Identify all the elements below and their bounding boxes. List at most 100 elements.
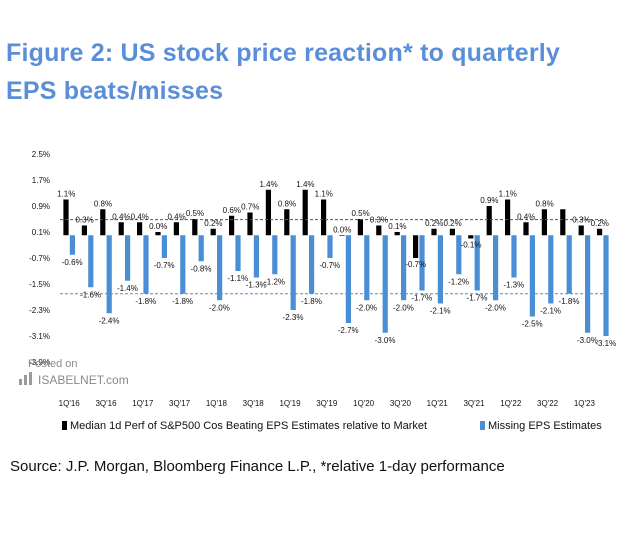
y-tick-label: -3.1% — [29, 332, 50, 341]
beat-data-label: 0.2% — [425, 219, 443, 228]
beat-data-label: 0.2% — [443, 219, 461, 228]
beat-data-label: 0.3% — [370, 216, 388, 225]
source-note: Source: J.P. Morgan, Bloomberg Finance L… — [10, 458, 505, 475]
legend-swatch-beat — [62, 421, 67, 430]
miss-data-label: -0.7% — [319, 261, 340, 270]
miss-data-label: -0.8% — [191, 264, 212, 273]
beat-data-label: 0.8% — [94, 199, 112, 208]
x-tick-label: 1Q'19 — [279, 399, 301, 408]
beat-bar — [468, 235, 474, 239]
legend-label-beat: Median 1d Perf of S&P500 Cos Beating EPS… — [70, 420, 427, 432]
y-tick-label: -3.9% — [29, 358, 50, 367]
beat-data-label: 1.1% — [499, 190, 517, 199]
beat-data-label: 0.0% — [333, 225, 351, 234]
beat-bar — [100, 209, 106, 236]
miss-data-label: -1.1% — [227, 274, 248, 283]
miss-bar — [235, 235, 241, 271]
miss-bar — [69, 235, 75, 255]
y-tick-label: -2.3% — [29, 306, 50, 315]
y-tick-label: 0.1% — [32, 228, 50, 237]
miss-data-label: -1.3% — [246, 281, 267, 290]
beat-bar — [192, 219, 198, 236]
miss-data-label: -2.1% — [430, 307, 451, 316]
title-line-2: EPS beats/misses — [6, 77, 224, 105]
beat-data-label: 0.9% — [480, 196, 498, 205]
beat-data-label: 0.0% — [149, 222, 167, 231]
beat-data-label: 0.4% — [112, 212, 130, 221]
miss-data-label: -0.7% — [154, 261, 175, 270]
y-tick-label: -0.7% — [29, 254, 50, 263]
miss-bar — [382, 235, 388, 333]
miss-bar — [474, 235, 480, 291]
beat-bar — [486, 206, 492, 236]
x-tick-label: 3Q'20 — [390, 399, 412, 408]
beat-bar — [431, 228, 437, 236]
legend-swatch-miss — [480, 421, 485, 430]
beat-bar — [265, 189, 271, 236]
beat-bar — [413, 235, 419, 258]
miss-bar — [272, 235, 278, 275]
miss-bar — [511, 235, 517, 278]
miss-bar — [180, 235, 186, 294]
beat-bar — [229, 215, 235, 236]
miss-bar — [364, 235, 370, 301]
beat-data-label: -0.1% — [461, 241, 482, 250]
beat-data-label: 0.3% — [572, 216, 590, 225]
beat-bar — [173, 222, 179, 236]
miss-data-label: -2.0% — [485, 303, 506, 312]
beat-data-label: 0.2% — [204, 219, 222, 228]
bar-chart: 2.5% 1.7% 0.9% 0.1% -0.7% -1.5% -2.3% -3.1% -3.9… — [29, 150, 616, 432]
miss-data-label: -1.4% — [117, 284, 138, 293]
miss-data-label: -1.2% — [448, 277, 469, 286]
beat-bar — [523, 222, 529, 236]
x-tick-label: 3Q'22 — [537, 399, 559, 408]
watermark: Posted on ISABELNET.com — [18, 358, 158, 392]
miss-bar — [327, 235, 333, 258]
miss-data-label: -1.8% — [559, 297, 580, 306]
miss-data-label: -3.1% — [595, 339, 616, 348]
miss-data-label: -3.0% — [375, 336, 396, 345]
miss-data-label: -1.8% — [301, 297, 322, 306]
beat-data-label: 1.4% — [296, 180, 314, 189]
miss-bar — [345, 235, 351, 323]
x-tick-label: 1Q'21 — [427, 399, 449, 408]
beat-bar — [118, 222, 124, 236]
beat-data-label: 0.8% — [535, 199, 553, 208]
watermark-posted: Posted on — [28, 358, 78, 370]
beat-data-label: 0.8% — [278, 199, 296, 208]
beat-bar — [81, 225, 87, 236]
x-tick-label: 1Q'17 — [132, 399, 154, 408]
beat-bar — [449, 228, 455, 236]
beat-bar — [541, 209, 547, 236]
x-tick-label: 3Q'19 — [316, 399, 338, 408]
miss-bar — [585, 235, 591, 333]
miss-data-label: -1.7% — [411, 294, 432, 303]
x-tick-label: 3Q'16 — [95, 399, 117, 408]
title-line-1: Figure 2: US stock price reaction* to qu… — [6, 39, 560, 67]
beat-data-label: 0.4% — [167, 212, 185, 221]
bar-chart-icon — [19, 372, 32, 385]
miss-data-label: -1.8% — [172, 297, 193, 306]
miss-bar — [437, 235, 443, 304]
beat-data-label: 0.6% — [223, 206, 241, 215]
miss-bar — [529, 235, 535, 317]
miss-data-label: -2.1% — [540, 307, 561, 316]
miss-bar — [419, 235, 425, 291]
beat-data-label: 0.3% — [75, 216, 93, 225]
miss-bar — [106, 235, 112, 314]
x-tick-label: 1Q'18 — [206, 399, 228, 408]
beat-bar — [578, 225, 584, 236]
beat-data-label: 0.5% — [186, 209, 204, 218]
x-tick-label: 1Q'20 — [353, 399, 375, 408]
legend-label-miss: Missing EPS Estimates — [488, 420, 602, 432]
y-tick-label: 2.5% — [32, 150, 50, 159]
miss-bar — [88, 235, 94, 288]
beat-bar — [247, 212, 253, 236]
beat-bar — [284, 209, 290, 236]
beat-data-label: 0.1% — [388, 222, 406, 231]
beat-data-label: 1.4% — [259, 180, 277, 189]
miss-bar — [253, 235, 259, 278]
beat-bar — [394, 232, 400, 236]
beat-bar — [357, 219, 363, 236]
miss-data-label: -1.8% — [135, 297, 156, 306]
